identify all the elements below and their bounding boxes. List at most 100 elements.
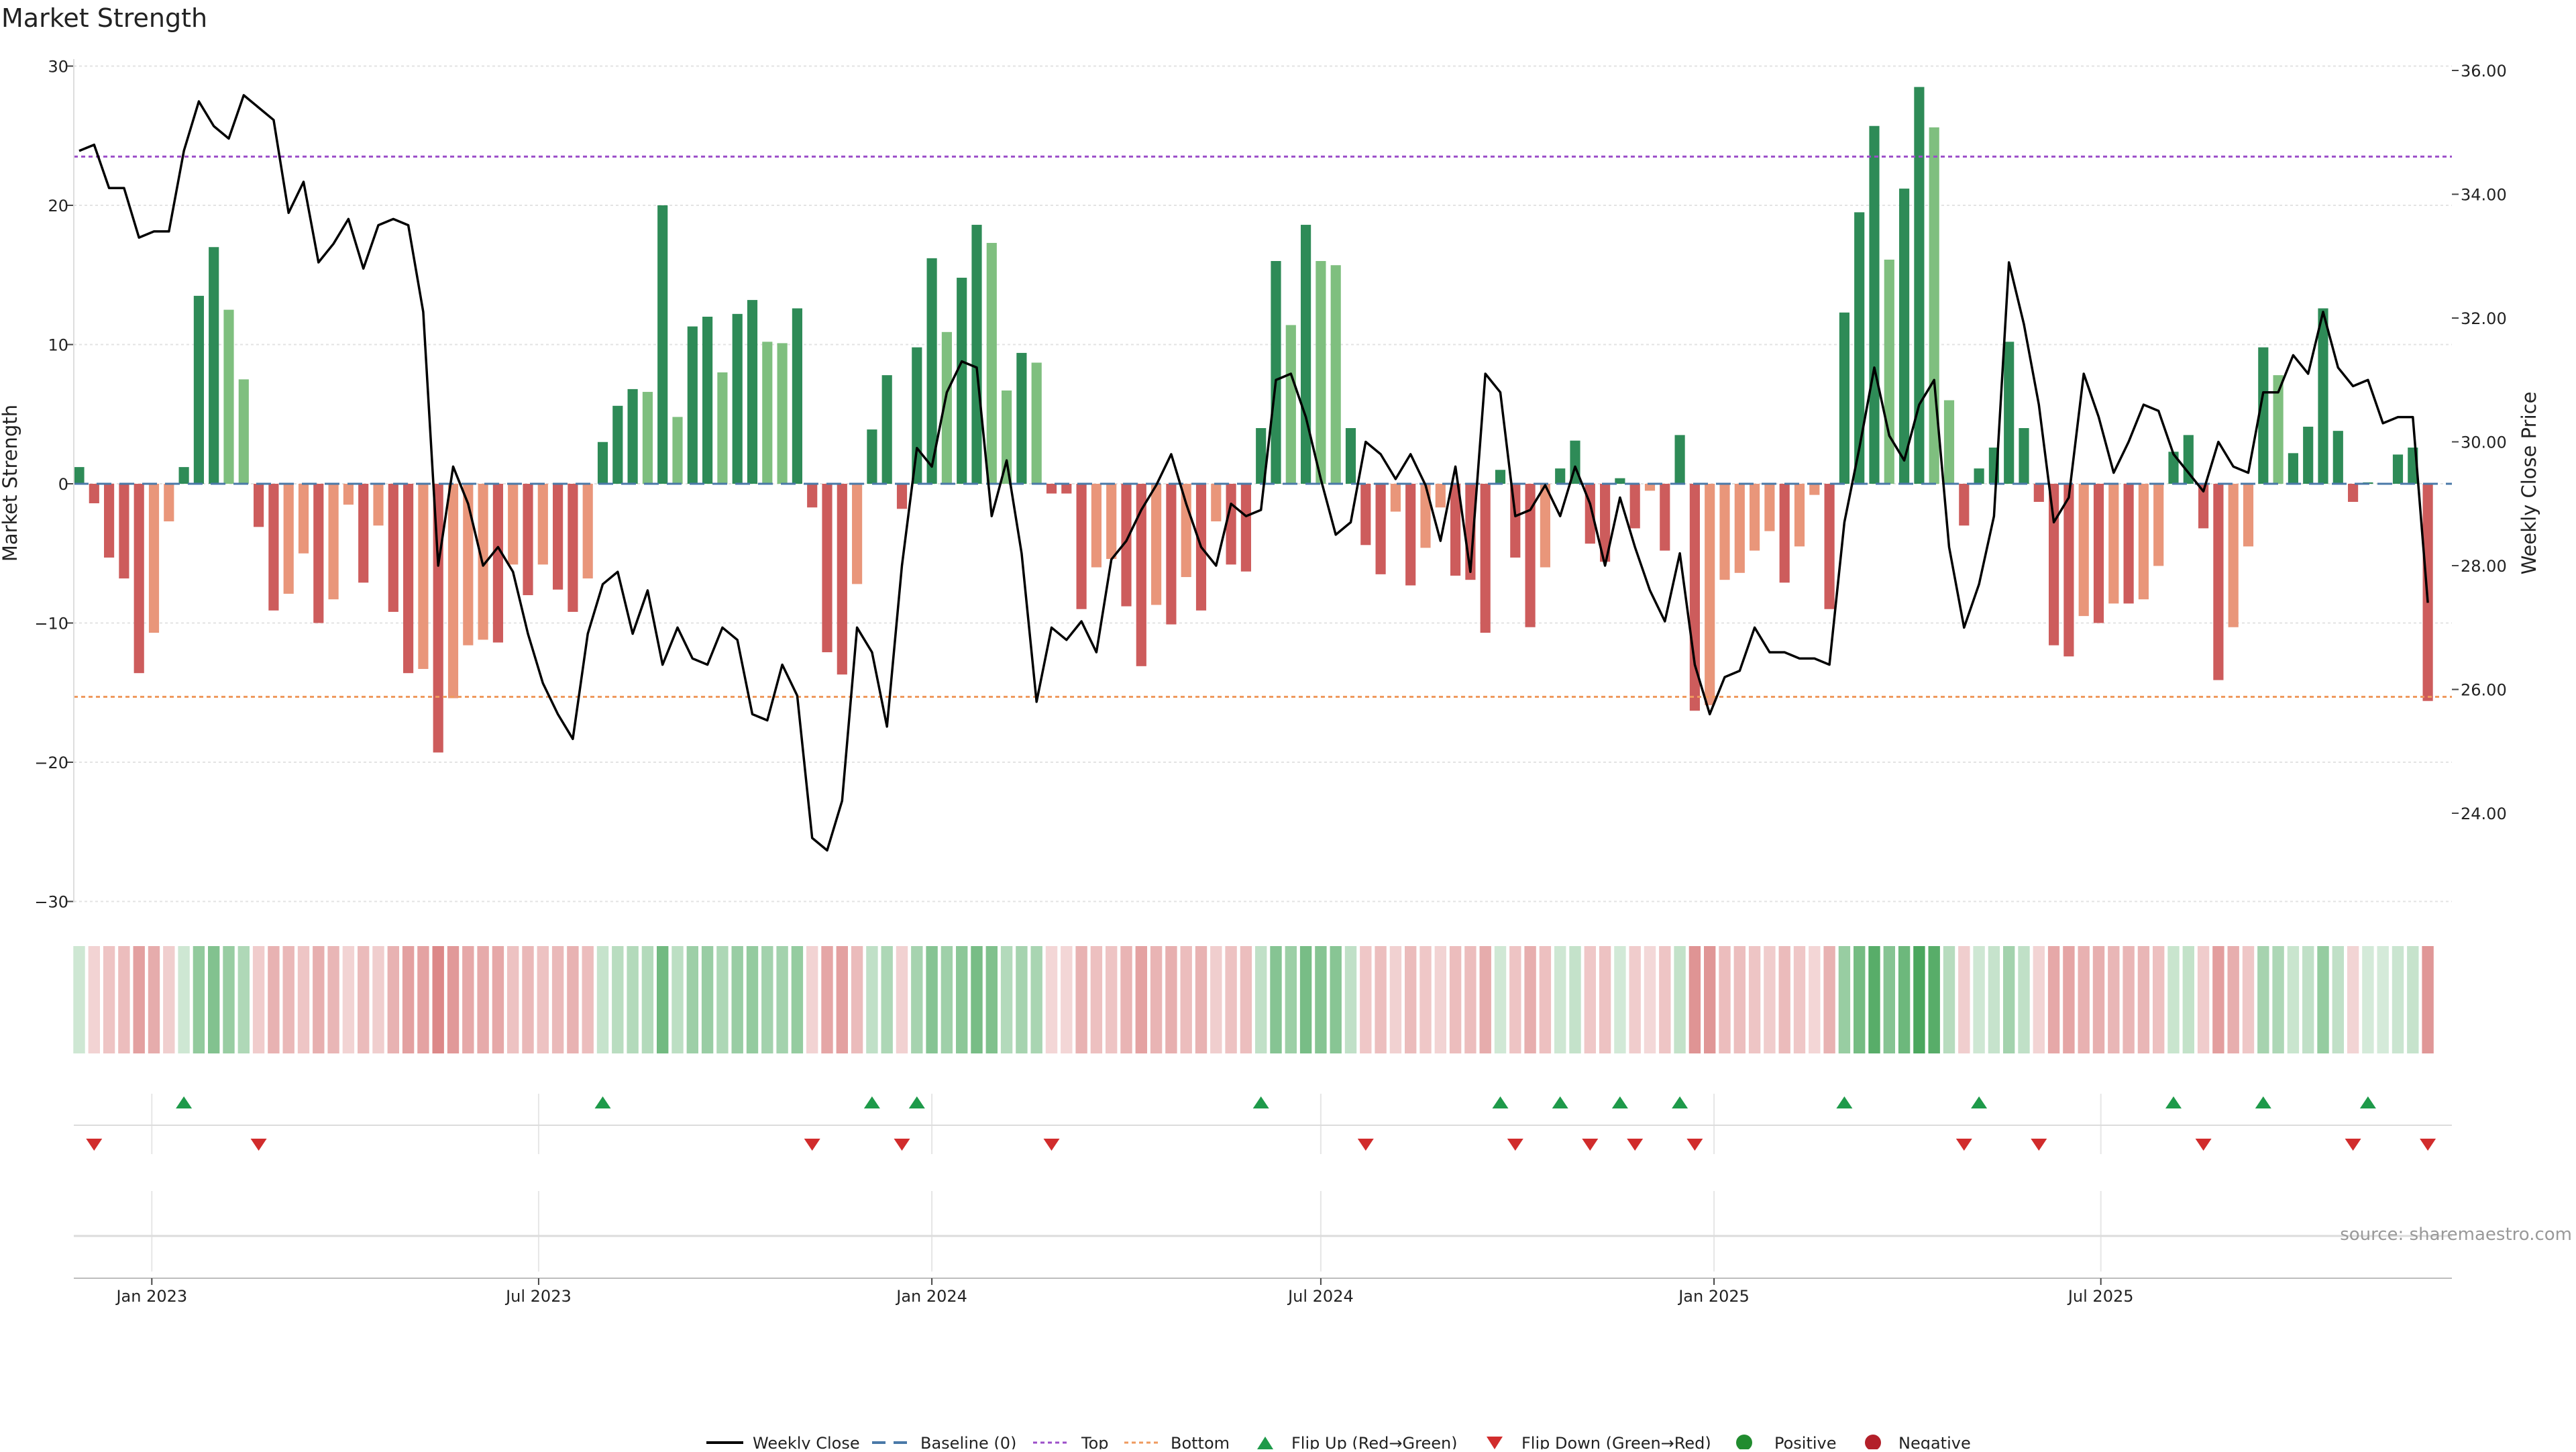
strength-bar [1151,484,1162,605]
strength-bar [971,225,982,484]
strength-bar [1046,484,1057,494]
strength-bar [119,484,129,579]
y-left-tick-label: 30 [48,58,68,76]
strip-tile [1165,946,1177,1053]
strip-tile [1389,946,1402,1053]
strip-tile [1210,946,1222,1053]
x-tick-label: Jan 2024 [895,1287,967,1306]
strip-tile [342,946,355,1053]
strip-tile [1061,946,1073,1053]
weekly-close-layer [78,94,2429,852]
strip-tile [2003,946,2015,1053]
strength-bar [1600,484,1611,562]
strip-tile [1809,946,1821,1053]
y-left-tick-label: −20 [34,754,68,772]
strip-tile [2063,946,2075,1053]
strength-bar [164,484,174,522]
strength-bar [597,442,608,484]
strength-bar [268,484,279,611]
legend-top: Top [1081,1434,1109,1449]
strip-tile [133,946,145,1053]
strength-bar [2273,375,2284,484]
strip-tile [1330,946,1342,1053]
legend-bottom: Bottom [1171,1434,1230,1449]
strip-tile [2078,946,2090,1053]
strength-bar [732,313,743,484]
strength-bar [283,484,294,594]
strip-tile [1299,946,1312,1053]
strength-bar [1285,325,1296,484]
strength-bar [343,484,354,505]
strip-tile [985,946,998,1053]
flip-down-marker [1043,1139,1060,1151]
strength-bar [1360,484,1371,546]
strip-tile [432,946,444,1053]
y-left-tick-label: −30 [34,893,68,912]
strip-tile [612,946,624,1053]
strip-tile [896,946,908,1053]
flip-up-marker [176,1096,193,1108]
flip-down-marker [1686,1139,1703,1151]
strip-tile [1344,946,1357,1053]
strength-bar [926,258,937,484]
strength-bar [223,309,234,484]
x-tick-label: Jul 2025 [2067,1287,2134,1306]
strip-tile [956,946,968,1053]
strip-tile [1838,946,1851,1053]
strip-tile [641,946,654,1053]
strip-tile [551,946,564,1053]
strip-tile [1733,946,1746,1053]
strength-bar [298,484,309,554]
strength-bar [523,484,533,595]
strength-bar [373,484,384,526]
strip-tile [1898,946,1911,1053]
strength-bar [1316,261,1326,484]
strip-tile [746,946,759,1053]
strength-bar [1330,265,1341,484]
strip-tile [1854,946,1866,1053]
strip-tile [2182,946,2194,1053]
flip-down-marker [1582,1139,1599,1151]
flip-up-marker [1971,1096,1988,1108]
strength-bar [1016,352,1027,484]
strip-tile [2347,946,2359,1053]
strip-tile [2257,946,2269,1053]
strip-tile [282,946,294,1053]
strength-bar [238,379,249,484]
strength-bar [2063,484,2074,657]
flip-down-marker [1955,1139,1972,1151]
strength-bar [104,484,115,558]
strip-tile [313,946,325,1053]
strip-tile [2137,946,2150,1053]
x-tick-label: Jul 2024 [1287,1287,1354,1306]
strip-tile [1584,946,1596,1053]
strength-bar [133,484,144,674]
strip-tile [1644,946,1656,1053]
strip-tile [402,946,415,1053]
legend-baseline: Baseline (0) [920,1434,1016,1449]
strength-bar [1644,484,1656,491]
strip-tile [1764,946,1776,1053]
strip-tile [1509,946,1521,1053]
strength-bar [1959,484,1970,526]
strength-bar [1390,484,1401,512]
strength-bar [2348,484,2359,502]
flip-down-marker [2345,1139,2361,1151]
strength-bar [1106,484,1117,560]
strength-bar [178,467,189,484]
strip-tile [1180,946,1192,1053]
strip-tile [1106,946,1118,1053]
strip-tile [2227,946,2239,1053]
x-tick-label: Jan 2025 [1677,1287,1750,1306]
strip-tile [2092,946,2105,1053]
flip-up-marker [2255,1096,2271,1108]
flip-down-marker [2031,1139,2047,1151]
strip-tile [686,946,698,1053]
y-left-tick-label: 0 [58,475,68,494]
strength-bar [1375,484,1386,574]
strength-bar [1256,428,1267,484]
strength-bar [358,484,369,583]
strength-bar [1271,261,1281,484]
strength-bar [1674,435,1685,484]
